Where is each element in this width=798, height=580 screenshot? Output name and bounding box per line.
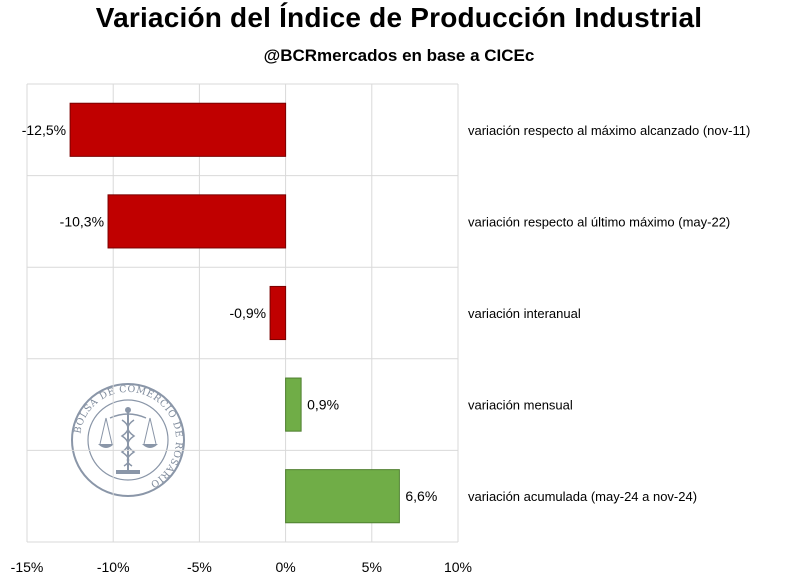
category-label: variación respecto al máximo alcanzado (… bbox=[468, 123, 750, 138]
x-tick-label: 0% bbox=[275, 559, 295, 575]
bar bbox=[107, 194, 287, 249]
data-label: -12,5% bbox=[22, 122, 66, 138]
bar bbox=[285, 469, 400, 524]
data-label: -10,3% bbox=[60, 213, 104, 229]
x-tick-label: -10% bbox=[97, 559, 130, 575]
x-tick-label: 10% bbox=[444, 559, 472, 575]
x-tick-label: 5% bbox=[362, 559, 382, 575]
category-label: variación mensual bbox=[468, 398, 573, 413]
category-label: variación interanual bbox=[468, 306, 581, 321]
data-label: -0,9% bbox=[230, 305, 267, 321]
category-label: variación respecto al último máximo (may… bbox=[468, 214, 730, 229]
category-label: variación acumulada (may-24 a nov-24) bbox=[468, 489, 697, 504]
chart-title: Variación del Índice de Producción Indus… bbox=[95, 2, 703, 33]
bcr-seal-watermark: BOLSA DE COMERCIO DE ROSARIO bbox=[71, 383, 185, 497]
data-label: 6,6% bbox=[405, 488, 437, 504]
bar bbox=[69, 102, 287, 157]
x-tick-label: -5% bbox=[187, 559, 212, 575]
bar bbox=[285, 377, 302, 432]
x-tick-label: -15% bbox=[11, 559, 44, 575]
bar bbox=[269, 285, 287, 341]
chart-subtitle: @BCRmercados en base a CICEc bbox=[263, 46, 535, 65]
data-label: 0,9% bbox=[307, 397, 339, 413]
